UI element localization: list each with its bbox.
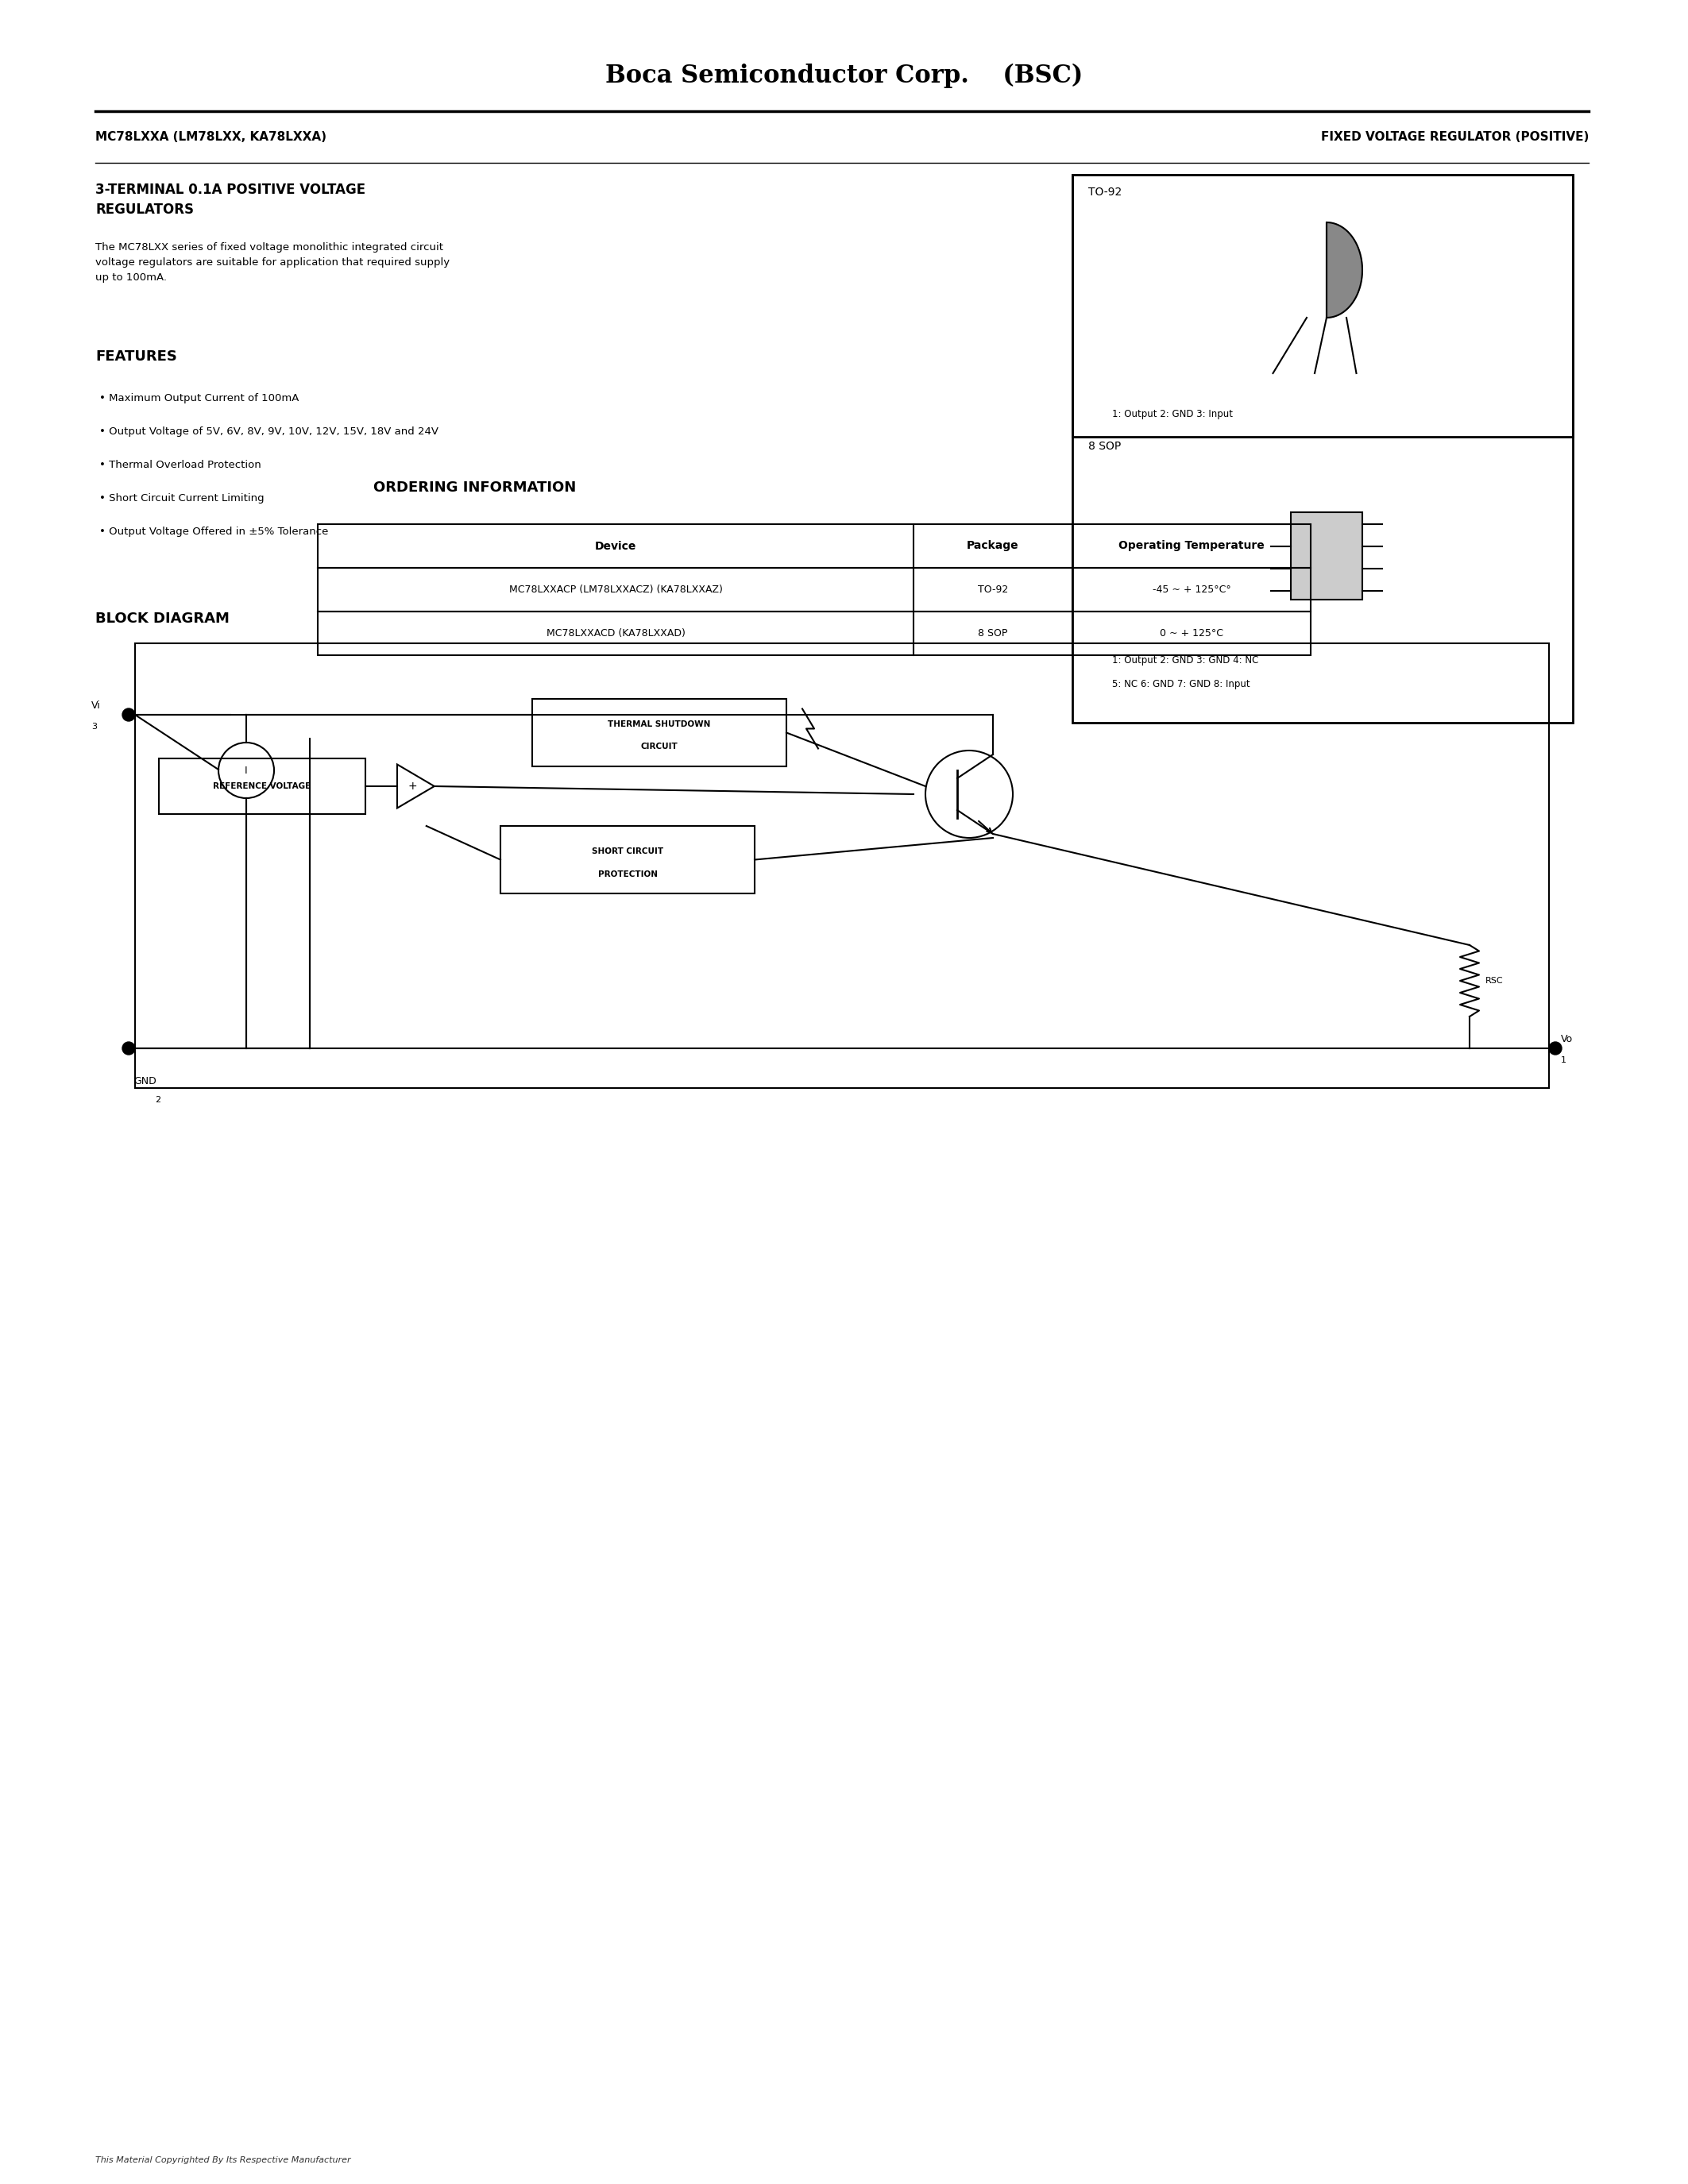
Text: Package: Package	[967, 539, 1020, 553]
Text: MC78LXXACP (LM78LXXACZ) (KA78LXXAZ): MC78LXXACP (LM78LXXACZ) (KA78LXXAZ)	[508, 585, 722, 594]
Text: CIRCUIT: CIRCUIT	[641, 743, 679, 751]
Text: REFERENCE VOLTAGE: REFERENCE VOLTAGE	[213, 782, 311, 791]
Circle shape	[1550, 1042, 1561, 1055]
Text: TO-92: TO-92	[977, 585, 1008, 594]
Text: RSC: RSC	[1485, 976, 1504, 985]
Text: PROTECTION: PROTECTION	[598, 869, 657, 878]
Bar	[317, 612, 1310, 655]
Text: Boca Semiconductor Corp.    (BSC): Boca Semiconductor Corp. (BSC)	[606, 63, 1082, 87]
Bar	[317, 524, 1310, 568]
Text: • Maximum Output Current of 100mA: • Maximum Output Current of 100mA	[100, 393, 299, 404]
Text: • Thermal Overload Protection: • Thermal Overload Protection	[100, 461, 262, 470]
Bar	[500, 826, 755, 893]
Text: • Output Voltage Offered in ±5% Tolerance: • Output Voltage Offered in ±5% Toleranc…	[100, 526, 329, 537]
Text: GND: GND	[133, 1077, 157, 1085]
Text: 3: 3	[91, 723, 96, 732]
Text: THERMAL SHUTDOWN: THERMAL SHUTDOWN	[608, 721, 711, 729]
Text: +: +	[408, 780, 417, 793]
Text: -45 ~ + 125°C°: -45 ~ + 125°C°	[1153, 585, 1231, 594]
Text: • Short Circuit Current Limiting: • Short Circuit Current Limiting	[100, 494, 265, 505]
Bar	[1072, 175, 1573, 723]
Circle shape	[122, 1042, 135, 1055]
Polygon shape	[1327, 223, 1362, 317]
Text: 5: NC 6: GND 7: GND 8: Input: 5: NC 6: GND 7: GND 8: Input	[1112, 679, 1251, 690]
Text: Vo: Vo	[1561, 1033, 1573, 1044]
Bar	[317, 568, 1310, 612]
Text: 1: Output 2: GND 3: Input: 1: Output 2: GND 3: Input	[1112, 408, 1232, 419]
Text: I: I	[245, 764, 248, 775]
Text: The MC78LXX series of fixed voltage monolithic integrated circuit
voltage regula: The MC78LXX series of fixed voltage mono…	[95, 242, 449, 282]
Text: BLOCK DIAGRAM: BLOCK DIAGRAM	[95, 612, 230, 627]
Text: SHORT CIRCUIT: SHORT CIRCUIT	[592, 847, 663, 856]
Bar	[135, 644, 1550, 1088]
Text: Vi: Vi	[91, 701, 101, 710]
Text: 1: Output 2: GND 3: GND 4: NC: 1: Output 2: GND 3: GND 4: NC	[1112, 655, 1259, 666]
Circle shape	[122, 708, 135, 721]
Bar	[1291, 513, 1362, 601]
Text: • Output Voltage of 5V, 6V, 8V, 9V, 10V, 12V, 15V, 18V and 24V: • Output Voltage of 5V, 6V, 8V, 9V, 10V,…	[100, 426, 439, 437]
Text: Device: Device	[594, 539, 636, 553]
Bar	[159, 758, 365, 815]
Text: 8 SOP: 8 SOP	[977, 629, 1008, 638]
Text: FEATURES: FEATURES	[95, 349, 177, 365]
Text: This Material Copyrighted By Its Respective Manufacturer: This Material Copyrighted By Its Respect…	[95, 2156, 351, 2164]
Text: 0 ~ + 125°C: 0 ~ + 125°C	[1160, 629, 1224, 638]
Text: FIXED VOLTAGE REGULATOR (POSITIVE): FIXED VOLTAGE REGULATOR (POSITIVE)	[1320, 131, 1588, 142]
Text: ORDERING INFORMATION: ORDERING INFORMATION	[373, 480, 576, 496]
Text: 2: 2	[155, 1096, 160, 1103]
Text: MC78LXXACD (KA78LXXAD): MC78LXXACD (KA78LXXAD)	[547, 629, 685, 638]
Text: Operating Temperature: Operating Temperature	[1119, 539, 1264, 553]
Bar	[532, 699, 787, 767]
Text: MC78LXXA (LM78LXX, KA78LXXA): MC78LXXA (LM78LXX, KA78LXXA)	[95, 131, 326, 142]
Bar	[1072, 175, 1573, 437]
Text: 3-TERMINAL 0.1A POSITIVE VOLTAGE
REGULATORS: 3-TERMINAL 0.1A POSITIVE VOLTAGE REGULAT…	[95, 183, 366, 216]
Text: TO-92: TO-92	[1089, 186, 1123, 199]
Text: 1: 1	[1561, 1057, 1566, 1064]
Text: 8 SOP: 8 SOP	[1089, 441, 1121, 452]
